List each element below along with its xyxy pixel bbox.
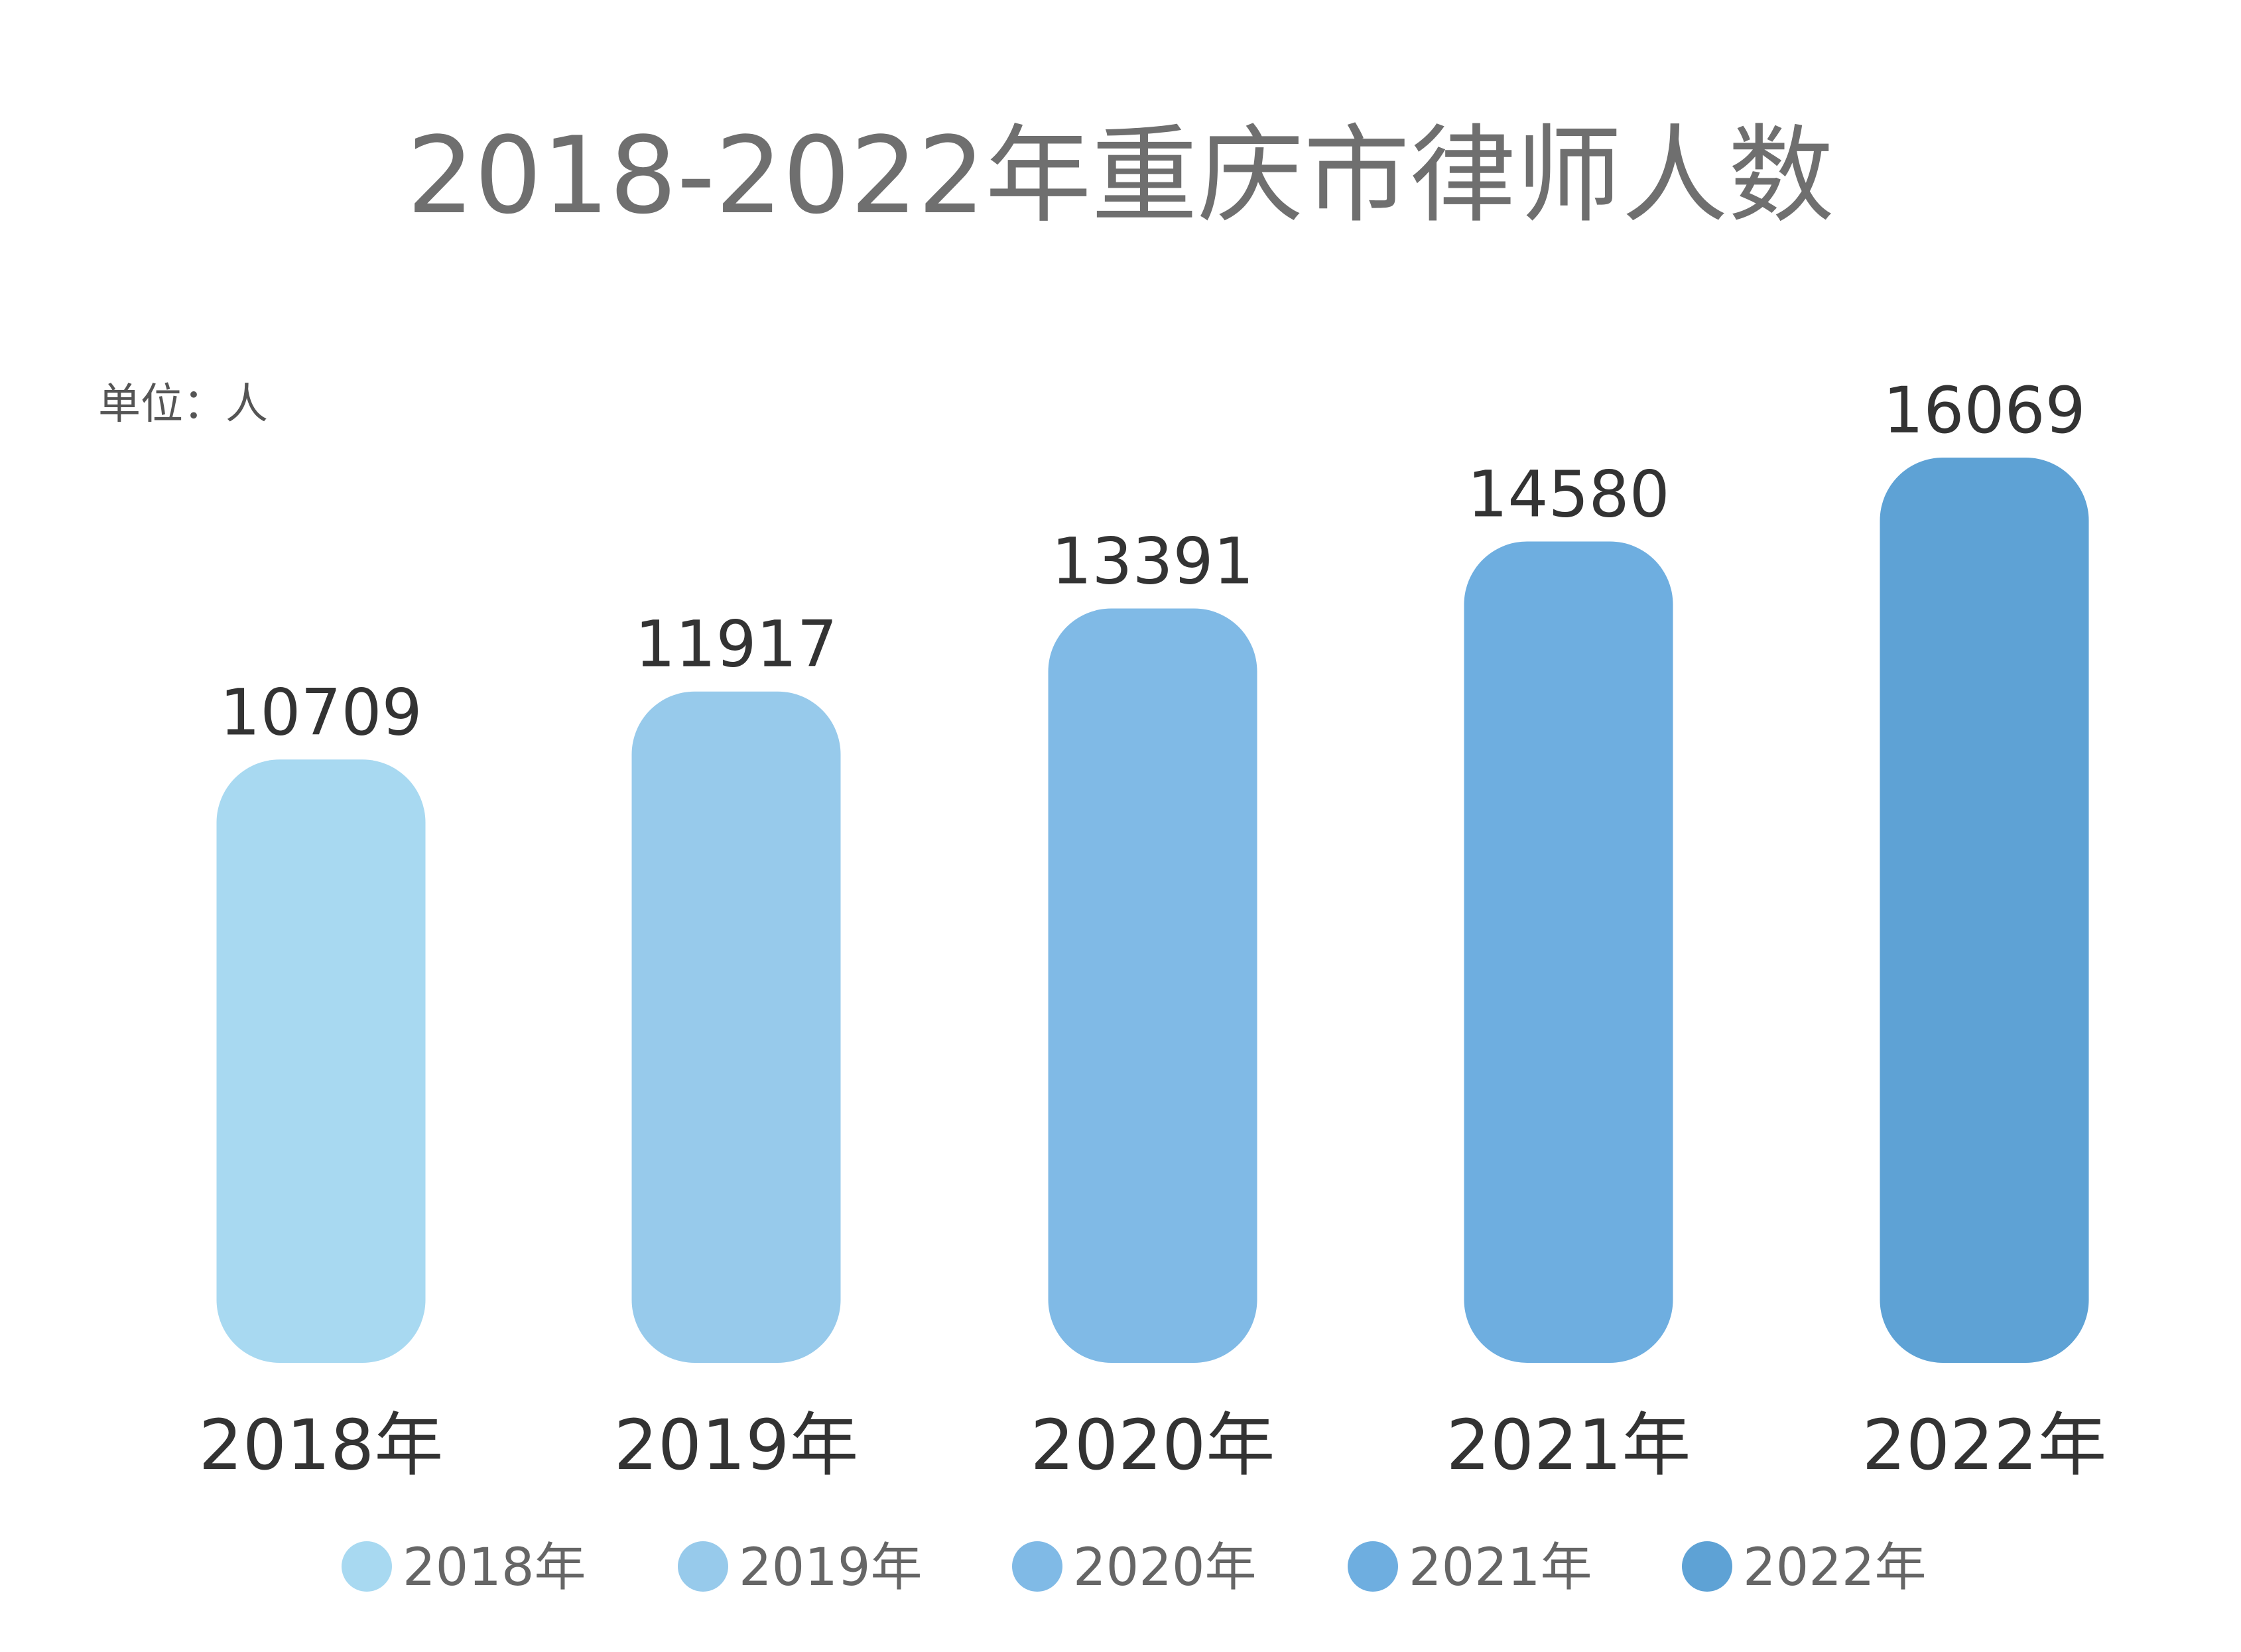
legend-label: 2018年 [403, 1538, 586, 1598]
bar-2022年 [1880, 458, 2089, 1363]
x-tick-label: 2018年 [199, 1405, 444, 1486]
legend-marker [1348, 1541, 1398, 1592]
legend-marker [678, 1541, 728, 1592]
x-tick-label: 2021年 [1446, 1405, 1691, 1486]
legend-label: 2022年 [1743, 1538, 1927, 1598]
bar-2020年 [1048, 608, 1257, 1363]
unit-label: 单位：人 [98, 380, 268, 429]
data-label: 13391 [1051, 524, 1253, 598]
legend-label: 2021年 [1409, 1538, 1592, 1598]
legend-label: 2019年 [739, 1538, 923, 1598]
data-label: 16069 [1883, 373, 2085, 448]
bar-2019年 [631, 691, 841, 1363]
data-label: 11917 [635, 607, 837, 682]
x-tick-label: 2020年 [1031, 1405, 1275, 1486]
data-label: 10709 [220, 675, 422, 749]
bar-2021年 [1464, 541, 1673, 1363]
legend-marker [1682, 1541, 1732, 1592]
legend-marker [342, 1541, 392, 1592]
x-tick-label: 2019年 [614, 1405, 859, 1486]
bar-2018年 [216, 759, 426, 1363]
legend-label: 2020年 [1073, 1538, 1257, 1598]
x-tick-label: 2022年 [1862, 1405, 2107, 1486]
data-label: 14580 [1467, 457, 1669, 531]
legend-marker [1012, 1541, 1062, 1592]
chart-title: 2018-2022年重庆市律师人数 [407, 113, 1834, 237]
